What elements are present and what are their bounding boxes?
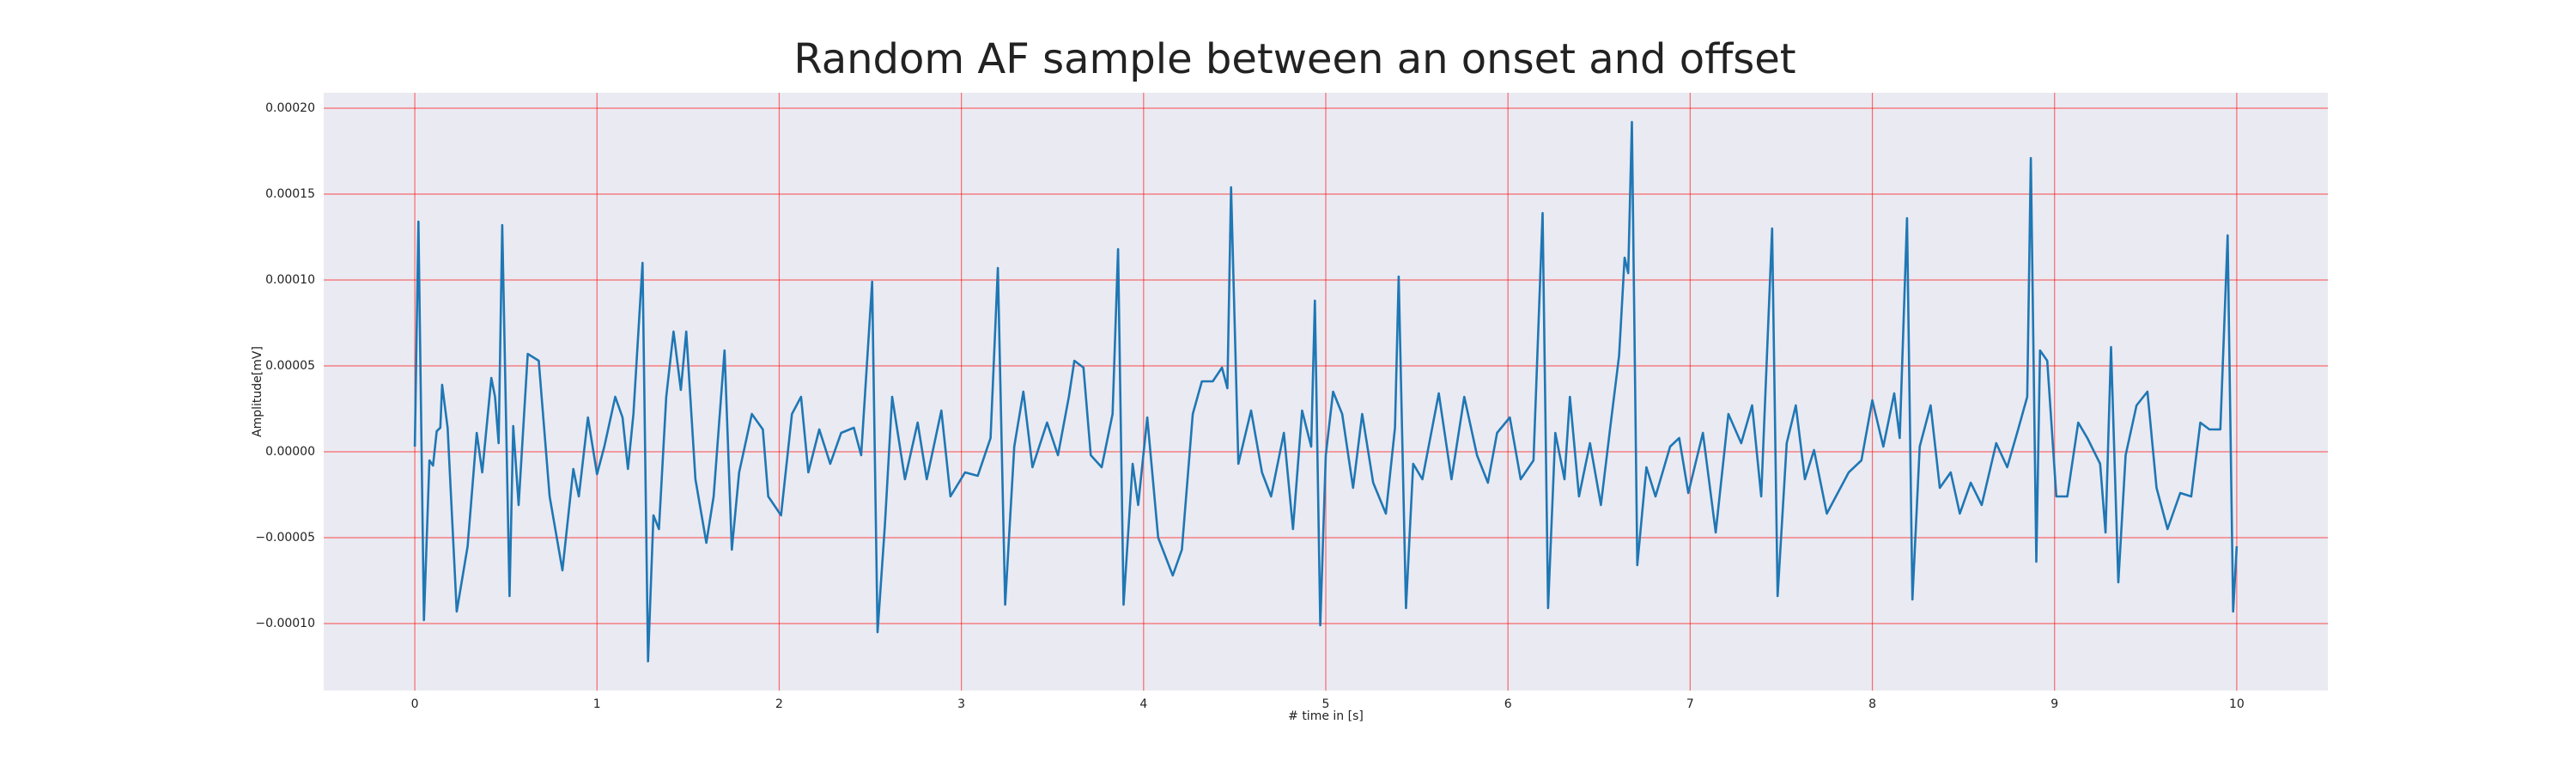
y-tick-label: 0.00000 <box>265 445 315 459</box>
y-tick-label: −0.00010 <box>255 617 315 630</box>
x-tick-label: 0 <box>411 697 419 711</box>
x-tick-label: 7 <box>1686 697 1694 711</box>
y-tick-label: 0.00015 <box>265 187 315 201</box>
x-tick-label: 9 <box>2050 697 2058 711</box>
x-tick-label: 6 <box>1504 697 1512 711</box>
x-tick-label: 4 <box>1139 697 1147 711</box>
x-axis-label: # time in [s] <box>1288 709 1364 723</box>
y-tick-label: 0.00005 <box>265 359 315 373</box>
x-tick-label: 2 <box>775 697 783 711</box>
x-tick-label: 5 <box>1322 697 1330 711</box>
y-axis-label: Amplitude[mV] <box>251 346 264 437</box>
x-tick-label: 3 <box>957 697 965 711</box>
y-tick-label: 0.00010 <box>265 273 315 287</box>
x-tick-label: 10 <box>2229 697 2245 711</box>
y-tick-label: 0.00020 <box>265 101 315 115</box>
y-tick-label: −0.00005 <box>255 531 315 545</box>
x-tick-label: 8 <box>1868 697 1876 711</box>
x-tick-label: 1 <box>593 697 601 711</box>
signal-line <box>413 120 2239 663</box>
chart-title: Random AF sample between an onset and of… <box>793 35 1795 83</box>
